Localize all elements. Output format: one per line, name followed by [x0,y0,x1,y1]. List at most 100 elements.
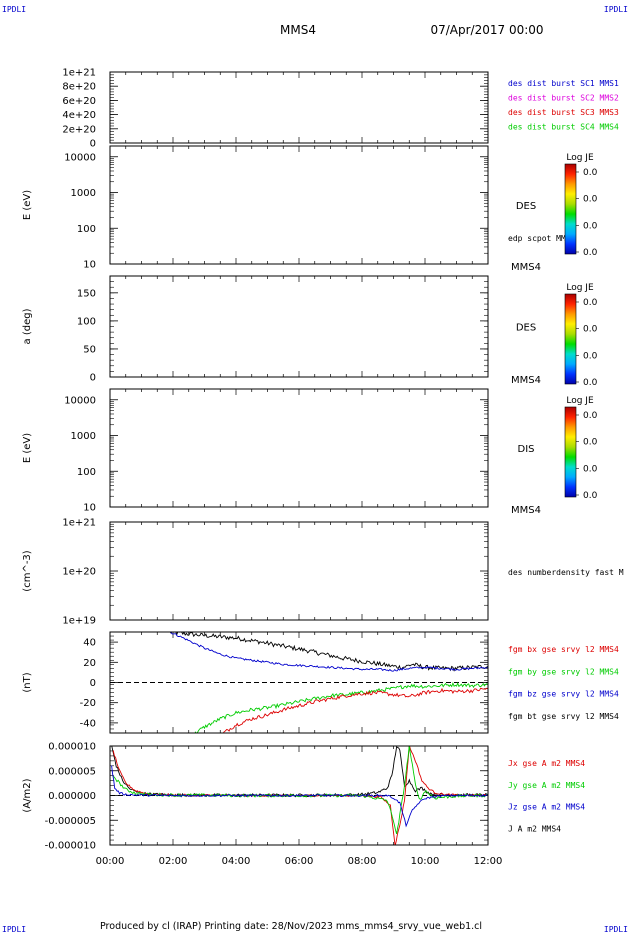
frame-ndens [109,521,489,621]
y-axis-label-bfield: (nT) [22,672,33,692]
corner-mark-bottom-left: IPDLI [2,925,26,934]
panel-dis: 10000 1000 100 10 E (eV) DIS MMS4 Log JE 0.0 0.0 0… [22,388,598,516]
series-line-current-0 [111,746,488,798]
panel-des: 10000 1000 100 10 E (eV) DES edp scpot MMS4 MMS… [22,145,598,273]
x-ticks-des [109,146,489,264]
y-tick-label: 50 [83,344,96,355]
y-axis-des: 10000 1000 100 10 [64,152,488,271]
y-axis-ndens: 1e+21 1e+20 1e+19 [62,518,488,627]
y-tick-label: 1e+19 [62,616,96,627]
y-tick-label: 100 [77,224,96,235]
frame-current [109,745,489,846]
y-tick-label: 1000 [71,188,96,199]
side-note-des: edp scpot MMS4 [508,234,576,243]
panel-current: 0.000010 0.000005 0.000000 -0.000005 -0.0000… [22,742,585,852]
frame-des [109,145,489,265]
spectrogram-label-pa: DES [516,323,536,334]
legend-entry: J A m2 MMS4 [508,824,561,833]
y-tick-label: 6e+20 [62,96,96,107]
x-tick-label: 02:00 [159,856,188,867]
series-line-bfield-3 [223,687,488,733]
colorbar-title-pa: Log JE [566,283,594,293]
spectrogram-label-des: DES [516,201,536,212]
y-tick-label: -0.000010 [45,841,96,852]
frame-dis [109,388,489,508]
y-tick-label: -0.000005 [45,816,96,827]
series-line-bfield-0 [169,632,488,672]
legend-entry: des numberdensity fast M [508,568,624,577]
minor-ticks-dist [110,71,488,144]
legend-entry: fgm by gse srvy l2 MMS4 [508,667,619,676]
minor-ticks-ndens [110,523,488,606]
frame-bfield [109,631,489,734]
y-axis-pa: 150 100 50 0 [77,288,488,384]
x-ticks-dist [109,72,489,143]
legend-entry: fgm bx gse srvy l2 MMS4 [508,645,619,654]
y-tick-label: 4e+20 [62,110,96,121]
y-axis-label-current: (A/m2) [22,778,33,812]
x-ticks-ndens [109,522,489,620]
colorbar-tick-label: 0.0 [583,298,598,308]
y-tick-label: 20 [83,658,96,669]
y-tick-label: 10000 [64,152,96,163]
spacecraft-label-dis: MMS4 [511,505,541,516]
colorbar-tick-label: 0.0 [583,168,598,178]
footer-credit: Produced by cl (IRAP) Printing date: 28/… [100,921,482,932]
corner-mark-top-right: IPDLI [604,5,628,14]
colorbar-title-des: Log JE [566,153,594,163]
legend-entry: des dist burst SC3 MMS3 [508,108,619,117]
legend-entry: Jx gse A m2 MMS4 [508,759,585,768]
y-tick-label: 10000 [64,395,96,406]
header-spacecraft: MMS4 [280,23,316,37]
colorbar-des [564,163,577,255]
colorbar-tick-label: 0.0 [583,378,598,388]
colorbar-tick-label: 0.0 [583,351,598,361]
colorbar-dis [564,406,577,498]
colorbar-tick-label: 0.0 [583,248,598,258]
colorbar-tick-label: 0.0 [583,491,598,501]
minor-ticks-des [110,158,488,254]
y-tick-label: 1e+21 [62,68,96,79]
y-tick-label: 1e+21 [62,518,96,529]
legend-entry: fgm bz gse srvy l2 MMS4 [508,690,619,699]
colorbar-pa [564,293,577,385]
x-tick-label: 08:00 [348,856,377,867]
y-tick-label: 0 [90,139,96,150]
frame-pa [109,275,489,378]
frame-dist [109,71,489,144]
y-tick-label: 1000 [71,431,96,442]
y-tick-label: 40 [83,638,96,649]
x-ticks-dis [109,389,489,507]
panel-bfield: 40 20 0 -20 -40 (nT) fgm bx gse srvy l2 MMS4 fg… [22,631,619,734]
minor-ticks-current [110,750,488,846]
y-tick-label: 150 [77,288,96,299]
spacecraft-label-des: MMS4 [511,262,541,273]
y-tick-label: 100 [77,467,96,478]
colorbar-tick-label: 0.0 [583,325,598,335]
y-tick-label: 1e+20 [62,567,96,578]
y-axis-label-dis: E (eV) [22,433,33,463]
colorbar-title-dis: Log JE [566,396,594,406]
colorbar-tick-label: 0.0 [583,195,598,205]
y-tick-label: 10 [83,503,96,514]
y-axis-dist: 1e+21 8e+20 6e+20 4e+20 2e+20 0 [62,68,488,150]
corner-mark-top-left: IPDLI [2,5,26,14]
x-tick-label: 04:00 [222,856,251,867]
header-date: 07/Apr/2017 00:00 [430,23,543,37]
legend-entry: des dist burst SC2 MMS2 [508,94,619,103]
legend-entry: fgm bt gse srvy l2 MMS4 [508,712,619,721]
legend-entry: Jy gse A m2 MMS4 [508,781,585,790]
x-tick-label: 06:00 [285,856,314,867]
y-axis-label-pa: a (deg) [22,308,33,344]
y-tick-label: 8e+20 [62,82,96,93]
x-tick-label: 12:00 [474,856,503,867]
y-tick-label: 10 [83,260,96,271]
panel-dist: 1e+21 8e+20 6e+20 4e+20 2e+20 0 des dist burst… [62,68,619,150]
spectrogram-label-dis: DIS [518,444,535,455]
spacecraft-label-pa: MMS4 [511,375,541,386]
legend-entry: des dist burst SC1 MMS1 [508,79,619,88]
x-tick-label: 10:00 [411,856,440,867]
y-tick-label: 0.000005 [48,766,96,777]
y-tick-label: 100 [77,316,96,327]
